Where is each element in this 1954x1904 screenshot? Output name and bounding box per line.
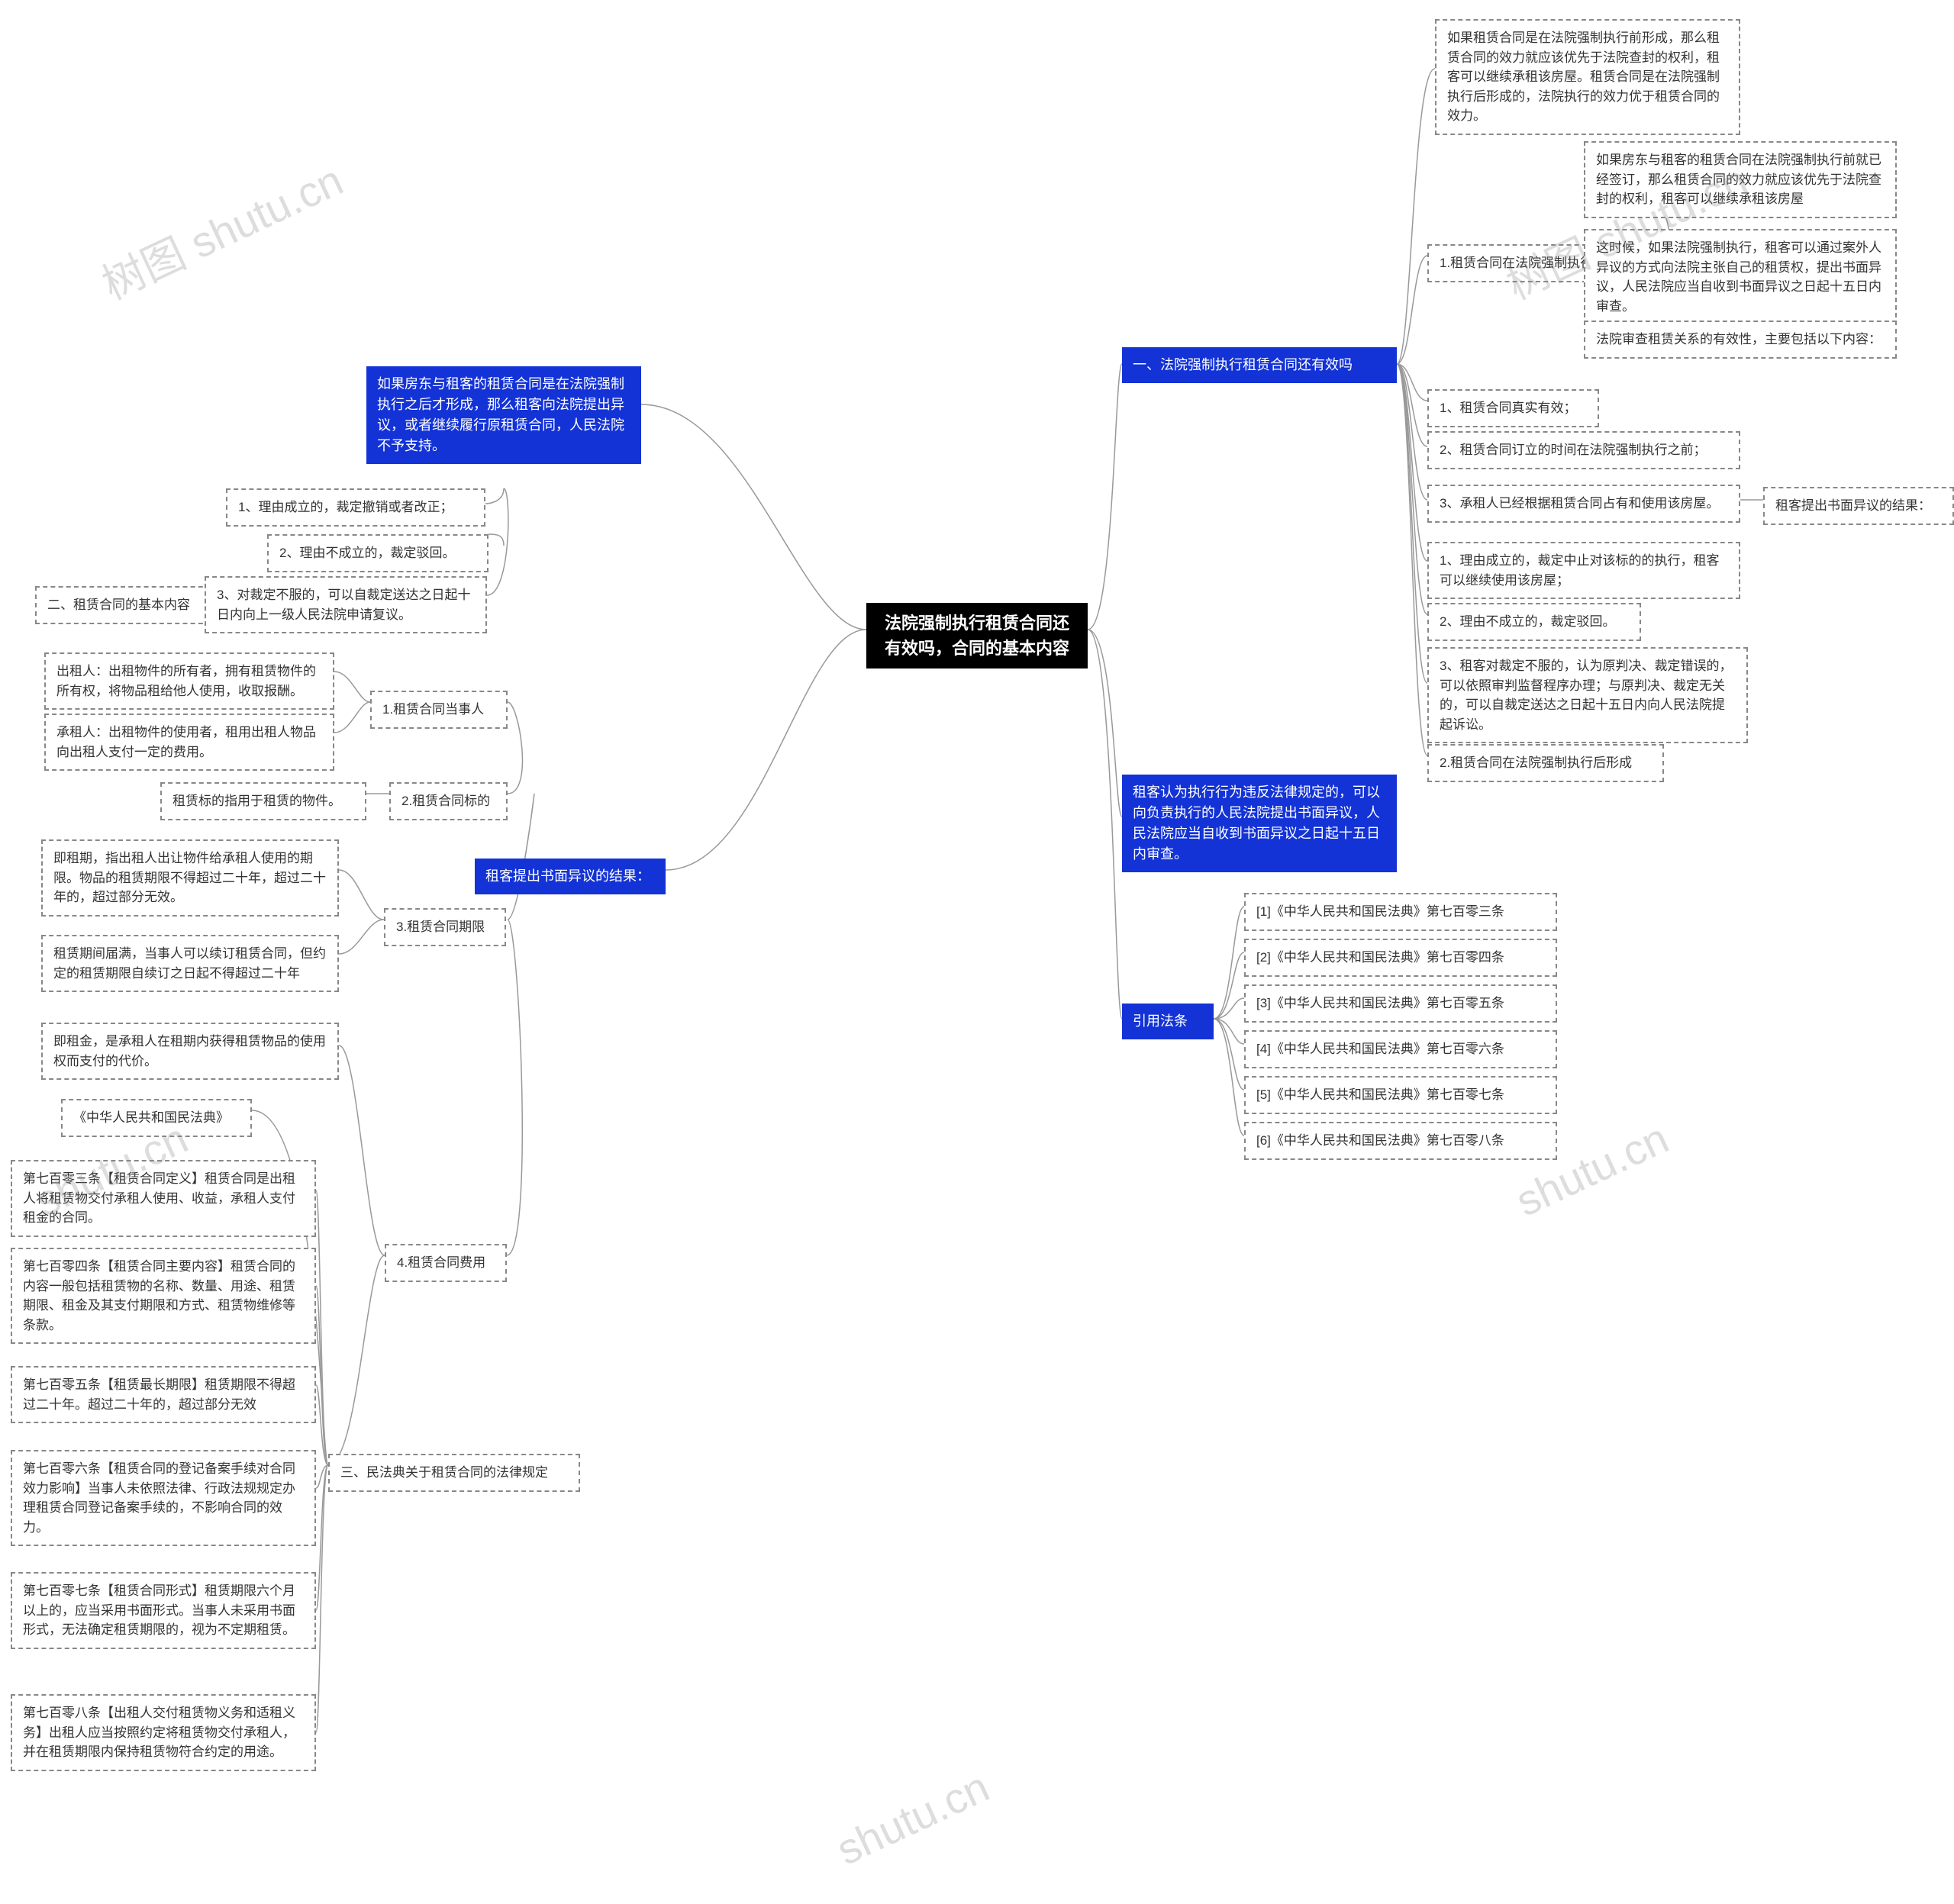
left-dashed-11: 租赁期间届满，当事人可以续订租赁合同，但约定的租赁期限自续订之日起不得超过二十年 [41,935,339,992]
right-dashed-1: 如果房东与租客的租赁合同在法院强制执行前就已经签订，那么租赁合同的效力就应该优先… [1584,141,1897,218]
connector-path [316,1190,328,1465]
right-dashed-0: 如果租赁合同是在法院强制执行前形成，那么租赁合同的效力就应该优先于法院查封的权利… [1435,19,1740,135]
right-dashed-16: [4]《中华人民共和国民法典》第七百零六条 [1244,1030,1557,1068]
connector-path [1397,364,1427,683]
connector-path [334,672,370,702]
connector-path [1088,630,1122,1019]
right-dashed-11: 3、租客对裁定不服的，认为原判决、裁定错误的，可以依照审判监督程序办理；与原判决… [1427,647,1748,743]
connector-path [1397,364,1427,755]
left-dashed-2: 2、理由不成立的，裁定驳回。 [267,534,488,572]
connector-path [316,1286,328,1465]
left-dashed-9: 即租期，指出租人出让物件给承租人使用的期限。物品的租赁期限不得超过二十年，超过二… [41,839,339,917]
center-node: 法院强制执行租赁合同还有效吗，合同的基本内容 [866,603,1088,668]
left-dashed-21: 第七百零八条【出租人交付租赁物义务和适租义务】出租人应当按照约定将租赁物交付承租… [11,1694,316,1771]
watermark-4: shutu.cn [829,1761,996,1874]
connector-path [328,1255,385,1465]
left-dashed-19: 第七百零六条【租赁合同的登记备案手续对合同效力影响】当事人未依照法律、行政法规规… [11,1450,316,1546]
left-dashed-17: 第七百零五条【租赁最长期限】租赁期限不得超过二十年。超过二十年的，超过部分无效 [11,1366,316,1423]
watermark-0: 树图 shutu.cn [91,147,352,312]
connector-path [1214,1019,1244,1090]
left-dashed-1: 1、理由成立的，裁定撤销或者改正； [226,488,485,527]
connector-path [1397,364,1427,614]
connector-path [1397,364,1427,500]
left-dashed-3: 3、对裁定不服的，可以自裁定送达之日起十日内向上一级人民法院申请复议。 [205,576,487,633]
left-dashed-14: 《中华人民共和国民法典》 [61,1099,252,1137]
connector-path [1397,364,1427,401]
connector-path [334,702,370,733]
connector-path [507,920,522,1255]
right-dashed-6: 2、租赁合同订立的时间在法院强制执行之前； [1427,431,1740,469]
connector-path [1397,364,1427,561]
right-dashed-15: [3]《中华人民共和国民法典》第七百零五条 [1244,984,1557,1023]
connector-path [316,1385,328,1465]
left-dashed-0: 二、租赁合同的基本内容 [35,586,211,624]
right-dashed-14: [2]《中华人民共和国民法典》第七百零四条 [1244,939,1557,977]
left-dashed-13: 4.租赁合同费用 [385,1244,507,1282]
right-dashed-9: 1、理由成立的，裁定中止对该标的的执行，租客可以继续使用该房屋； [1427,542,1740,599]
connector-path [641,404,866,630]
connector-path [1214,907,1244,1019]
connector-path [339,1045,385,1255]
right-dashed-5: 1、租赁合同真实有效； [1427,389,1599,427]
left-dashed-15: 第七百零三条【租赁合同定义】租赁合同是出租人将租赁物交付承租人使用、收益，承租人… [11,1160,316,1237]
left-dashed-8: 2.租赁合同标的 [389,782,508,820]
connector-path [1214,952,1244,1019]
right-dashed-13: [1]《中华人民共和国民法典》第七百零三条 [1244,893,1557,931]
connector-path [1214,1019,1244,1044]
left-dashed-12: 即租金，是承租人在租期内获得租赁物品的使用权而支付的代价。 [41,1023,339,1080]
connector-path [485,488,504,504]
connector-path [1088,364,1122,630]
right-dashed-18: [6]《中华人民共和国民法典》第七百零八条 [1244,1122,1557,1160]
connector-path [1088,630,1122,817]
left-dashed-16: 第七百零四条【租赁合同主要内容】租赁合同的内容一般包括租赁物的名称、数量、用途、… [11,1248,316,1344]
connector-path [316,1465,328,1732]
connector-path [488,534,504,546]
connector-path [316,1465,328,1488]
left-blue-0: 如果房东与租客的租赁合同是在法院强制执行之后才形成，那么租客向法院提出异议，或者… [366,366,641,464]
left-dashed-20: 第七百零七条【租赁合同形式】租赁期限六个月以上的，应当采用书面形式。当事人未采用… [11,1572,316,1649]
left-dashed-10: 3.租赁合同期限 [384,908,506,946]
connector-path [339,920,384,954]
connector-path [316,1465,328,1610]
connector-path [666,630,866,870]
connector-path [508,794,534,920]
left-dashed-5: 承租人：出租物件的使用者，租用出租人物品向出租人支付一定的费用。 [44,714,334,771]
connector-path [1214,998,1244,1019]
left-dashed-18: 三、民法典关于租赁合同的法律规定 [328,1454,580,1492]
connector-path [1397,69,1435,364]
right-dashed-4: 法院审查租赁关系的有效性，主要包括以下内容： [1584,321,1897,359]
connector-path [508,702,522,794]
right-dashed-3: 这时候，如果法院强制执行，租客可以通过案外人异议的方式向法院主张自己的租赁权，提… [1584,229,1897,325]
connector-path [1214,1019,1244,1136]
right-dashed-7: 3、承租人已经根据租赁合同占有和使用该房屋。 [1427,485,1740,523]
connector-path [1397,256,1427,364]
left-dashed-4: 出租人：出租物件的所有者，拥有租赁物件的所有权，将物品租给他人使用，收取报酬。 [44,652,334,710]
right-blue-1: 租客认为执行行为违反法律规定的，可以向负责执行的人民法院提出书面异议，人民法院应… [1122,775,1397,872]
left-dashed-7: 租赁标的指用于租赁的物件。 [160,782,366,820]
right-dashed-17: [5]《中华人民共和国民法典》第七百零七条 [1244,1076,1557,1114]
left-dashed-6: 1.租赁合同当事人 [370,691,508,729]
connector-path [339,870,384,920]
right-blue-2: 引用法条 [1122,1004,1214,1039]
right-dashed-10: 2、理由不成立的，裁定驳回。 [1427,603,1641,641]
connector-path [1397,364,1427,446]
right-dashed-12: 2.租赁合同在法院强制执行后形成 [1427,744,1664,782]
right-dashed-8: 租客提出书面异议的结果： [1763,487,1954,525]
right-blue-0: 一、法院强制执行租赁合同还有效吗 [1122,347,1397,383]
connector-path [487,488,508,595]
left-blue-1: 租客提出书面异议的结果： [475,859,666,894]
